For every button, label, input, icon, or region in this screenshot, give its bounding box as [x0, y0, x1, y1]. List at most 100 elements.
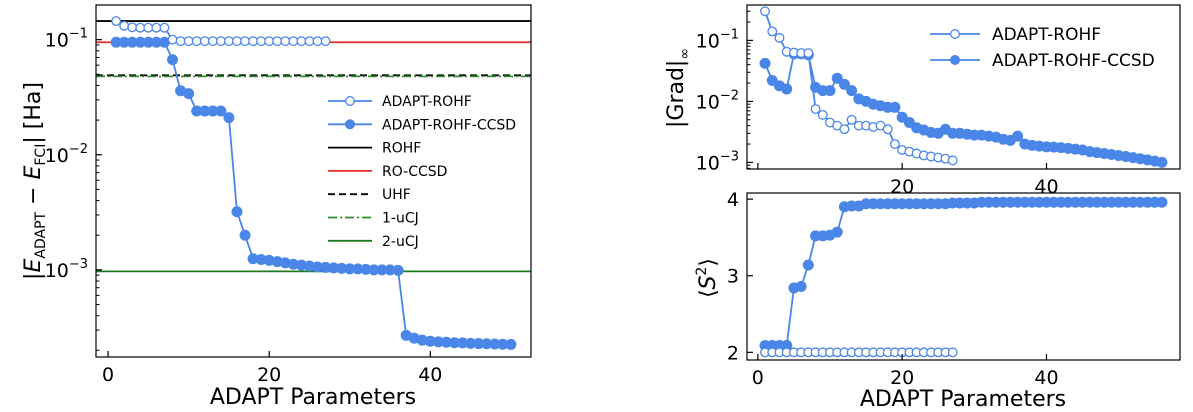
adapt-rohf-ccsd-point — [1156, 196, 1168, 208]
ylabel-spin: ⟨S2⟩ — [694, 258, 721, 298]
adapt-rohf-ccsd-point — [231, 206, 243, 218]
adapt-rohf-ccsd-point — [781, 83, 793, 95]
panel-spin: 0 20 40 2 3 4 ⟨S2⟩ ADAPT Parameters — [694, 189, 1181, 412]
legend-label: ADAPT-ROHF-CCSD — [382, 117, 516, 133]
adapt-rohf-point — [215, 36, 226, 47]
adapt-rohf-point — [803, 48, 814, 58]
x-tick-label: 40 — [1034, 176, 1058, 198]
adapt-rohf-point — [288, 36, 299, 47]
adapt-rohf-point — [111, 16, 122, 27]
ylabel-energy: |EADAPT − EFCI| [Ha] — [21, 82, 49, 280]
legend-marker — [345, 119, 355, 130]
adapt-rohf-point — [119, 20, 130, 31]
legend-label: ADAPT-ROHF-CCSD — [992, 51, 1155, 71]
adapt-rohf-ccsd-point — [239, 229, 251, 241]
adapt-rohf-point — [296, 36, 307, 47]
legend-label: ROHF — [382, 141, 421, 157]
adapt-rohf-point — [817, 109, 828, 120]
y-tick-label: 2 — [727, 342, 739, 364]
adapt-rohf-ccsd-point — [831, 72, 843, 84]
svg-text:|Grad|∞: |Grad|∞ — [664, 48, 693, 128]
svg-text:⟨S2⟩: ⟨S2⟩ — [694, 258, 721, 298]
x-tick-label: 40 — [418, 364, 442, 386]
adapt-rohf-point — [280, 36, 291, 47]
y-tick-label: 10−1 — [696, 27, 739, 52]
adapt-rohf-point — [256, 36, 267, 47]
adapt-rohf-ccsd-point — [831, 226, 843, 238]
adapt-rohf-point — [127, 22, 138, 33]
legend-label: 2-uCJ — [382, 234, 419, 250]
adapt-rohf-point — [207, 36, 218, 47]
adapt-rohf-point — [320, 36, 331, 47]
svg-text:|EADAPT − EFCI| [Ha]: |EADAPT − EFCI| [Ha] — [21, 82, 49, 280]
x-tick-label: 20 — [890, 176, 914, 198]
legend-label: 1-uCJ — [382, 211, 419, 227]
y-tick-label: 10−3 — [696, 149, 739, 174]
adapt-rohf-point — [248, 36, 259, 47]
x-tick-label: 20 — [890, 367, 914, 389]
plot-frame — [95, 4, 532, 358]
adapt-rohf-point — [167, 34, 178, 45]
adapt-rohf-ccsd-point — [795, 280, 807, 292]
adapt-rohf-point — [143, 22, 154, 33]
adapt-rohf-ccsd-point — [1156, 156, 1168, 168]
adapt-rohf-point — [191, 36, 202, 47]
adapt-rohf-ccsd-point — [1012, 130, 1024, 142]
adapt-rohf-point — [947, 155, 958, 166]
adapt-rohf-point — [760, 6, 770, 17]
xlabel-right: ADAPT Parameters — [860, 387, 1066, 412]
y-tick-label: 10−1 — [45, 27, 88, 52]
adapt-rohf-ccsd-point — [215, 105, 227, 117]
legend-marker — [950, 29, 960, 39]
adapt-rohf-point — [846, 114, 857, 125]
adapt-rohf-point — [882, 124, 893, 135]
plot-frame — [746, 192, 1181, 361]
adapt-rohf-point — [810, 104, 821, 114]
y-tick-label: 3 — [727, 266, 739, 288]
adapt-rohf-line — [764, 10, 953, 162]
adapt-rohf-ccsd-point — [505, 338, 517, 350]
adapt-rohf-ccsd-point — [392, 264, 404, 276]
adapt-rohf-point — [839, 124, 850, 135]
x-tick-label: 40 — [1034, 367, 1058, 389]
adapt-rohf-ccsd-point — [183, 88, 195, 100]
plot-frame — [746, 4, 1181, 170]
adapt-rohf-point — [159, 22, 170, 33]
adapt-rohf-point — [232, 36, 242, 47]
adapt-rohf-point — [272, 36, 283, 47]
adapt-rohf-point — [223, 36, 234, 47]
legend-left: ADAPT-ROHF ADAPT-ROHF-CCSD ROHF RO-CCSD UHF 1… — [328, 94, 516, 250]
x-tick-label: 0 — [102, 364, 114, 386]
legend-right: ADAPT-ROHF ADAPT-ROHF-CCSD — [930, 25, 1155, 71]
x-tick-label: 20 — [257, 364, 281, 386]
panel-energy-error: 0 20 40 10−3 10−2 10−1 |EADAPT − EFCI| [Ha] A… — [21, 4, 532, 410]
legend-label: UHF — [382, 187, 411, 203]
adapt-rohf-ccsd-point — [889, 101, 901, 113]
adapt-rohf-ccsd-point — [824, 85, 836, 97]
y-tick-label: 10−2 — [45, 142, 88, 167]
ylabel-gradient: |Grad|∞ — [664, 48, 693, 128]
adapt-rohf-ccsd-point — [838, 78, 850, 90]
adapt-rohf-ccsd-point — [802, 259, 814, 271]
xlabel-left: ADAPT Parameters — [210, 385, 416, 410]
legend-label: ADAPT-ROHF — [382, 94, 472, 110]
legend-marker — [950, 55, 960, 65]
y-tick-label: 4 — [727, 189, 739, 211]
adapt-rohf-point — [312, 36, 323, 47]
adapt-rohf-ccsd-point — [846, 85, 858, 97]
adapt-rohf-point — [199, 36, 210, 47]
adapt-rohf-point — [774, 32, 785, 43]
x-tick-label: 0 — [752, 367, 764, 389]
adapt-rohf-ccsd-line — [116, 41, 511, 346]
legend-label: ADAPT-ROHF — [992, 25, 1101, 45]
adapt-rohf-point — [767, 26, 778, 37]
legend-marker — [345, 96, 355, 106]
y-tick-label: 10−3 — [45, 257, 88, 282]
adapt-rohf-point — [135, 22, 146, 33]
adapt-rohf-point — [175, 36, 186, 47]
legend-label: RO-CCSD — [382, 164, 447, 180]
adapt-rohf-ccsd-point — [759, 57, 771, 69]
adapt-rohf-point — [151, 22, 162, 33]
